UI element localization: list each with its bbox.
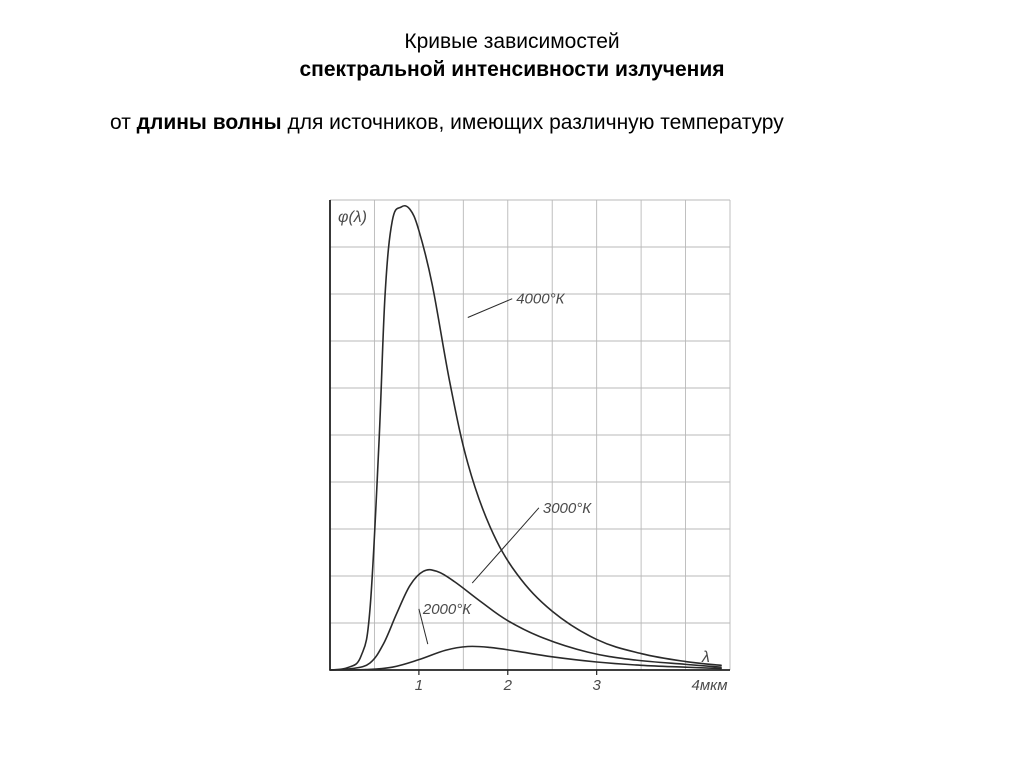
x-unit-label: 4мкм <box>692 677 728 694</box>
x-axis-label: λ <box>701 649 710 666</box>
y-axis-label: φ(λ) <box>338 209 367 226</box>
page-title: Кривые зависимостей спектральной интенси… <box>0 0 1024 85</box>
x-tick-label: 3 <box>592 677 601 694</box>
subtitle-prefix: от <box>110 111 137 134</box>
page-subtitle: от длины волны для источников, имеющих р… <box>0 85 1024 135</box>
curve-label-3000K: 3000°К <box>543 500 592 517</box>
x-tick-label: 2 <box>503 677 513 694</box>
curve-label-4000K: 4000°К <box>516 291 565 308</box>
subtitle-bold: длины волны <box>137 111 282 134</box>
curve-label-2000K: 2000°К <box>422 601 472 618</box>
x-tick-label: 1 <box>415 677 423 694</box>
title-line-1: Кривые зависимостей <box>0 28 1024 56</box>
title-line-2: спектральной интенсивности излучения <box>0 56 1024 84</box>
subtitle-suffix: для источников, имеющих различную темпер… <box>282 111 784 134</box>
spectral-intensity-chart: 4000°К 3000°К 2000°К φ(λ) λ 1 2 3 4мкм <box>300 190 740 710</box>
